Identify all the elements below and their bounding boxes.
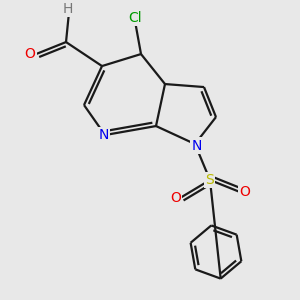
Text: O: O xyxy=(170,191,181,205)
Text: Cl: Cl xyxy=(128,11,142,25)
Text: H: H xyxy=(62,2,73,16)
Text: O: O xyxy=(239,185,250,199)
Text: N: N xyxy=(98,128,109,142)
Text: O: O xyxy=(25,47,35,61)
Text: S: S xyxy=(206,173,214,187)
Text: N: N xyxy=(191,139,202,152)
